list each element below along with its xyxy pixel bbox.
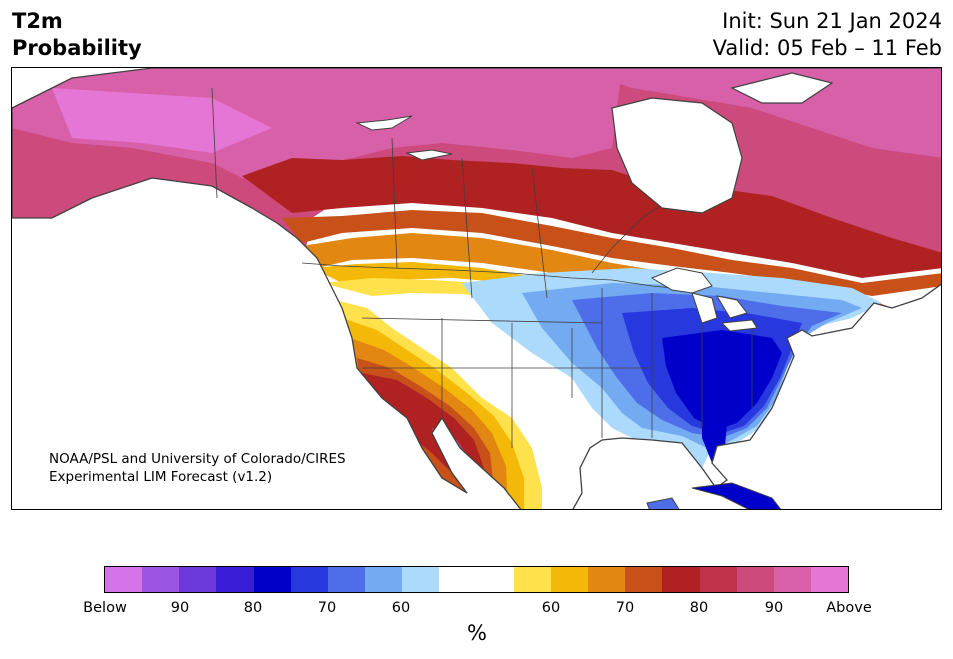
- colorbar: [104, 566, 849, 593]
- colorbar-tick-label: 90: [764, 600, 784, 616]
- colorbar-swatch: [290, 567, 328, 592]
- init-date: Init: Sun 21 Jan 2024: [722, 9, 942, 33]
- colorbar-tick-label: Below: [83, 600, 127, 616]
- colorbar-swatch: [810, 567, 849, 592]
- colorbar-swatch: [625, 567, 663, 592]
- probability-map: [11, 67, 942, 510]
- colorbar-tick-label: 70: [317, 600, 337, 616]
- colorbar-swatch: [550, 567, 589, 592]
- colorbar-swatch: [662, 567, 700, 592]
- probability-shading: [12, 68, 941, 509]
- caribbean-islands: [646, 482, 782, 509]
- colorbar-swatch: [402, 567, 440, 592]
- colorbar-swatch: [327, 567, 366, 592]
- hudson-bay: [611, 72, 834, 214]
- title-variable: T2m: [12, 9, 63, 33]
- colorbar-swatch: [365, 567, 403, 592]
- colorbar-swatch: [588, 567, 626, 592]
- valid-range: Valid: 05 Feb – 11 Feb: [712, 36, 942, 60]
- attribution: NOAA/PSL and University of Colorado/CIRE…: [49, 450, 346, 486]
- colorbar-tick-label: 60: [391, 600, 411, 616]
- colorbar-swatch: [699, 567, 737, 592]
- colorbar-tick-label: Above: [826, 600, 872, 616]
- colorbar-swatch: [105, 567, 143, 592]
- map-canvas: [12, 68, 941, 509]
- political-borders: [211, 87, 753, 448]
- map-title: T2m Probability: [12, 8, 142, 62]
- colorbar-tick-label: 90: [170, 600, 190, 616]
- colorbar-tick-label: 60: [541, 600, 561, 616]
- colorbar-swatch: [142, 567, 180, 592]
- colorbar-swatch: [513, 567, 551, 592]
- colorbar-tick-label: 80: [243, 600, 263, 616]
- colorbar-swatch: [179, 567, 217, 592]
- colorbar-swatch: [439, 567, 477, 592]
- colorbar-tick-label: 70: [615, 600, 635, 616]
- attribution-line-2: Experimental LIM Forecast (v1.2): [49, 469, 273, 485]
- attribution-line-1: NOAA/PSL and University of Colorado/CIRE…: [49, 451, 346, 467]
- colorbar-tick-label: 80: [689, 600, 709, 616]
- title-type: Probability: [12, 36, 142, 60]
- colorbar-swatch: [476, 567, 514, 592]
- forecast-dates: Init: Sun 21 Jan 2024 Valid: 05 Feb – 11…: [713, 8, 942, 62]
- colorbar-swatch: [773, 567, 811, 592]
- colorbar-unit: %: [467, 621, 487, 645]
- colorbar-swatch: [736, 567, 774, 592]
- lakes: [355, 115, 758, 332]
- colorbar-swatch: [216, 567, 254, 592]
- colorbar-swatch: [253, 567, 291, 592]
